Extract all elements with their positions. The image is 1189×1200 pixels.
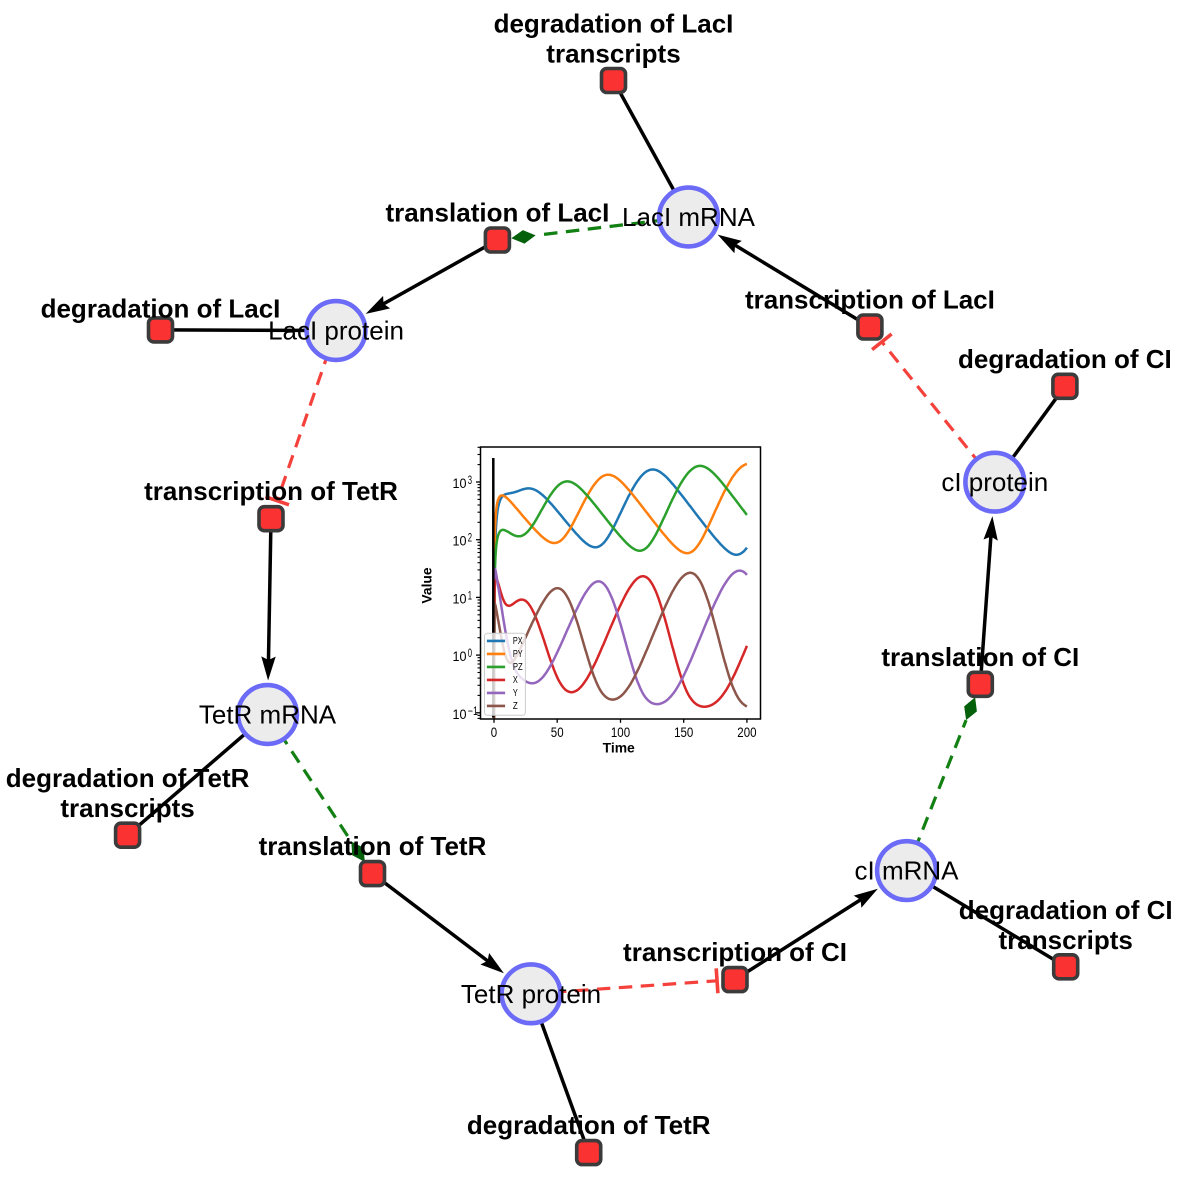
svg-text:cI mRNA: cI mRNA	[855, 856, 960, 886]
svg-text:degradation of CI: degradation of CI	[959, 895, 1173, 925]
svg-text:Z: Z	[513, 701, 518, 712]
svg-text:degradation of TetR: degradation of TetR	[467, 1110, 711, 1140]
svg-text:1: 1	[468, 588, 473, 602]
svg-text:0: 0	[468, 646, 473, 660]
svg-text:degradation of CI: degradation of CI	[958, 344, 1172, 374]
svg-text:2: 2	[468, 531, 473, 545]
svg-text:cI protein: cI protein	[941, 467, 1048, 497]
svg-text:LacI mRNA: LacI mRNA	[622, 202, 756, 232]
svg-text:10: 10	[453, 534, 467, 549]
svg-text:200: 200	[737, 724, 756, 740]
svg-text:translation of TetR: translation of TetR	[259, 831, 487, 861]
svg-text:transcripts: transcripts	[999, 925, 1133, 955]
svg-text:TetR protein: TetR protein	[461, 979, 601, 1009]
svg-text:10: 10	[453, 707, 467, 722]
svg-text:LacI protein: LacI protein	[268, 316, 404, 346]
svg-text:100: 100	[611, 724, 630, 740]
svg-text:transcription of TetR: transcription of TetR	[144, 476, 398, 506]
svg-text:translation of CI: translation of CI	[881, 642, 1079, 672]
svg-text:PX: PX	[513, 636, 523, 647]
svg-text:transcription of CI: transcription of CI	[623, 937, 847, 967]
svg-text:3: 3	[468, 473, 473, 487]
svg-text:10: 10	[453, 476, 467, 491]
svg-text:degradation of LacI: degradation of LacI	[41, 293, 281, 323]
svg-text:0: 0	[491, 724, 498, 740]
svg-text:degradation of TetR: degradation of TetR	[6, 763, 250, 793]
svg-text:translation of LacI: translation of LacI	[385, 198, 609, 228]
svg-text:transcription of LacI: transcription of LacI	[745, 285, 995, 315]
svg-text:10: 10	[453, 591, 467, 606]
svg-text:Time: Time	[603, 740, 635, 756]
svg-text:transcripts: transcripts	[60, 793, 194, 823]
svg-text:10: 10	[453, 649, 467, 664]
svg-text:Value: Value	[419, 567, 435, 604]
svg-text:Y: Y	[513, 688, 518, 699]
svg-text:PZ: PZ	[513, 662, 523, 673]
svg-text:degradation of LacI: degradation of LacI	[494, 9, 734, 39]
svg-text:transcripts: transcripts	[546, 39, 680, 69]
svg-text:150: 150	[674, 724, 693, 740]
svg-text:X: X	[513, 675, 518, 686]
svg-text:50: 50	[551, 724, 564, 740]
svg-text:−1: −1	[468, 704, 478, 718]
svg-text:PY: PY	[513, 649, 523, 660]
svg-text:TetR mRNA: TetR mRNA	[199, 700, 337, 730]
